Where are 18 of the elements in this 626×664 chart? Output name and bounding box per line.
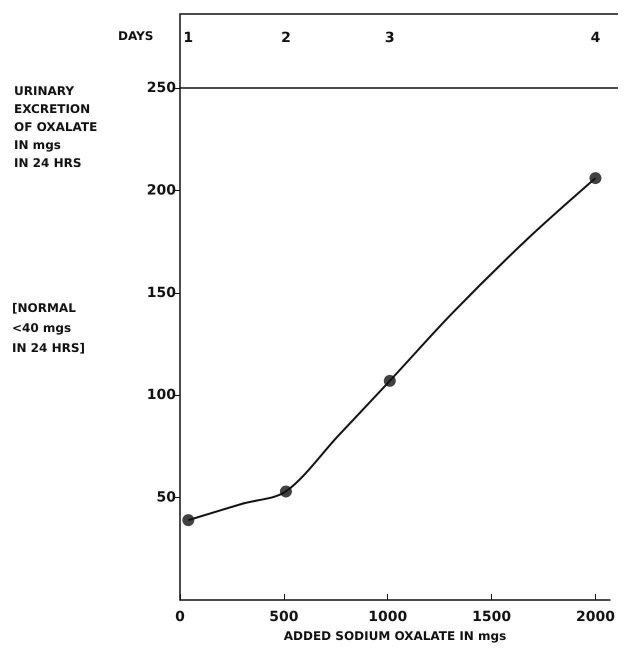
text: 1 xyxy=(183,30,194,46)
y-tick-label: 50 xyxy=(156,490,176,506)
x-tick-label: 0 xyxy=(175,609,186,625)
x-tick-label: 1000 xyxy=(368,609,408,625)
y-tick-label: 250 xyxy=(146,80,176,96)
y-axis-title: URINARY EXCRETION OF OXALATE IN mgs IN 24 HRS xyxy=(14,84,98,170)
x-tick-label: 500 xyxy=(269,609,299,625)
x-axis-title: ADDED SODIUM OXALATE IN mgs xyxy=(284,629,506,643)
text: DAYS xyxy=(118,29,154,43)
x-tick-label: 1500 xyxy=(472,609,512,625)
text: 3 xyxy=(384,30,395,46)
text: 2 xyxy=(281,30,291,46)
y-tick-label: 200 xyxy=(146,182,176,198)
y-tick-label: 150 xyxy=(146,284,176,301)
x-tick-label: 2000 xyxy=(576,609,616,625)
text: [NORMAL <40 mgs IN 24 HRS] xyxy=(12,301,85,355)
y-tick-label: 100 xyxy=(146,387,176,404)
text: 4 xyxy=(590,30,601,46)
